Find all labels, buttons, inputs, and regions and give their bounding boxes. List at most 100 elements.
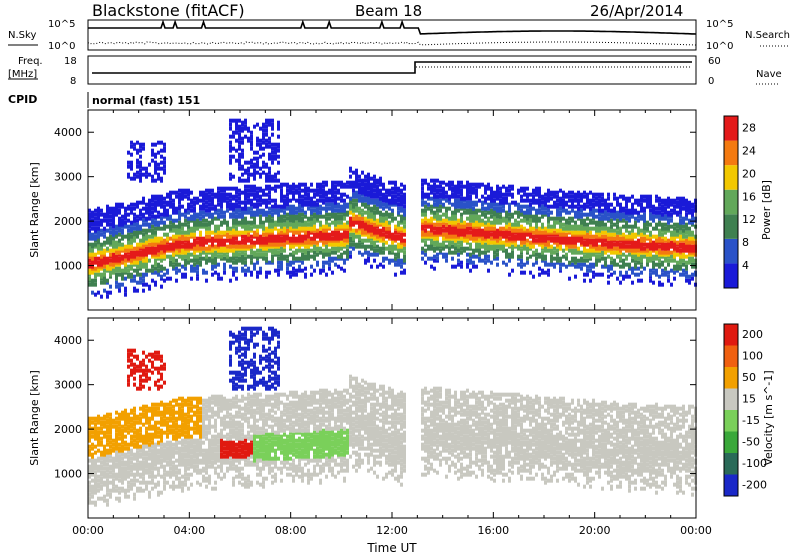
echo-cell bbox=[229, 158, 232, 163]
echo-cell bbox=[361, 178, 364, 183]
echo-cell bbox=[508, 222, 511, 227]
echo-cell bbox=[295, 198, 298, 203]
echo-cell bbox=[223, 192, 226, 197]
echo-cell bbox=[241, 172, 244, 177]
echo-cell bbox=[235, 244, 238, 249]
echo-cell bbox=[517, 262, 520, 267]
echo-cell bbox=[586, 222, 589, 227]
echo-cell bbox=[385, 256, 388, 261]
echo-cell bbox=[592, 274, 595, 279]
echo-cell bbox=[151, 218, 154, 223]
echo-cell bbox=[88, 212, 91, 217]
nsearch-tick-bottom: 10^0 bbox=[706, 41, 733, 52]
echo-cell bbox=[580, 204, 583, 209]
echo-cell bbox=[283, 242, 286, 247]
echo-cell bbox=[388, 226, 391, 231]
echo-cell bbox=[355, 202, 358, 207]
echo-cell bbox=[109, 218, 112, 223]
echo-cell bbox=[364, 202, 367, 207]
echo-cell bbox=[616, 200, 619, 205]
echo-cell bbox=[475, 208, 478, 213]
echo-cell bbox=[370, 182, 373, 187]
echo-cell bbox=[436, 194, 439, 199]
echo-cell bbox=[580, 192, 583, 197]
echo-cell bbox=[133, 216, 136, 221]
echo-cell bbox=[544, 260, 547, 265]
echo-cell bbox=[229, 154, 232, 159]
echo-cell bbox=[247, 160, 250, 165]
echo-cell bbox=[373, 258, 376, 263]
echo-cell bbox=[121, 268, 124, 273]
echo-cell bbox=[445, 222, 448, 227]
echo-cell bbox=[631, 266, 634, 271]
echo-cell bbox=[253, 230, 256, 235]
echo-cell bbox=[112, 206, 115, 211]
echo-cell bbox=[367, 190, 370, 195]
echo-cell bbox=[232, 212, 235, 217]
echo-cell bbox=[535, 260, 538, 265]
echo-cell bbox=[472, 260, 475, 265]
echo-cell bbox=[343, 216, 346, 221]
echo-cell bbox=[202, 268, 205, 273]
echo-cell bbox=[445, 218, 448, 223]
echo-cell bbox=[322, 184, 325, 189]
echo-cell bbox=[91, 278, 94, 283]
echo-cell bbox=[472, 264, 475, 269]
echo-cell bbox=[508, 230, 511, 235]
echo-cell bbox=[193, 206, 196, 211]
echo-cell bbox=[151, 148, 154, 153]
echo-cell bbox=[226, 254, 229, 259]
echo-cell bbox=[553, 262, 556, 267]
echo-cell bbox=[433, 246, 436, 251]
echo-cell bbox=[349, 180, 352, 185]
echo-cell bbox=[130, 250, 133, 255]
echo-cell bbox=[379, 210, 382, 215]
echo-cell bbox=[364, 196, 367, 201]
echo-cell bbox=[250, 140, 253, 145]
echo-cell bbox=[532, 252, 535, 257]
echo-cell bbox=[445, 244, 448, 249]
echo-cell bbox=[340, 192, 343, 197]
echo-cell bbox=[292, 190, 295, 195]
echo-cell bbox=[295, 268, 298, 273]
echo-cell bbox=[472, 182, 475, 187]
echo-cell bbox=[325, 212, 328, 217]
echo-cell bbox=[400, 232, 403, 237]
echo-cell bbox=[232, 194, 235, 199]
echo-cell bbox=[262, 170, 265, 175]
echo-cell bbox=[238, 220, 241, 225]
echo-cell bbox=[166, 224, 169, 229]
echo-cell bbox=[310, 248, 313, 253]
echo-cell bbox=[283, 182, 286, 187]
echo-cell bbox=[307, 226, 310, 231]
echo-cell bbox=[199, 230, 202, 235]
echo-cell bbox=[334, 212, 337, 217]
echo-cell bbox=[526, 198, 529, 203]
echo-cell bbox=[628, 216, 631, 221]
echo-cell bbox=[295, 236, 298, 241]
echo-cell bbox=[622, 252, 625, 257]
echo-cell bbox=[550, 248, 553, 253]
echo-cell bbox=[148, 228, 151, 233]
echo-cell bbox=[547, 268, 550, 273]
echo-cell bbox=[550, 244, 553, 249]
echo-cell bbox=[271, 212, 274, 217]
echo-cell bbox=[367, 252, 370, 257]
echo-cell bbox=[148, 284, 151, 289]
echo-cell bbox=[523, 210, 526, 215]
echo-cell bbox=[490, 244, 493, 249]
echo-cell bbox=[88, 258, 91, 263]
echo-cell bbox=[121, 202, 124, 207]
echo-cell bbox=[394, 230, 397, 235]
echo-cell bbox=[361, 186, 364, 191]
echo-cell bbox=[457, 258, 460, 263]
echo-cell bbox=[271, 160, 274, 165]
echo-cell bbox=[364, 258, 367, 263]
echo-cell bbox=[163, 254, 166, 259]
echo-cell bbox=[535, 248, 538, 253]
echo-cell bbox=[97, 220, 100, 225]
echo-cell bbox=[430, 178, 433, 183]
echo-cell bbox=[439, 204, 442, 209]
echo-cell bbox=[397, 258, 400, 263]
echo-cell bbox=[574, 220, 577, 225]
